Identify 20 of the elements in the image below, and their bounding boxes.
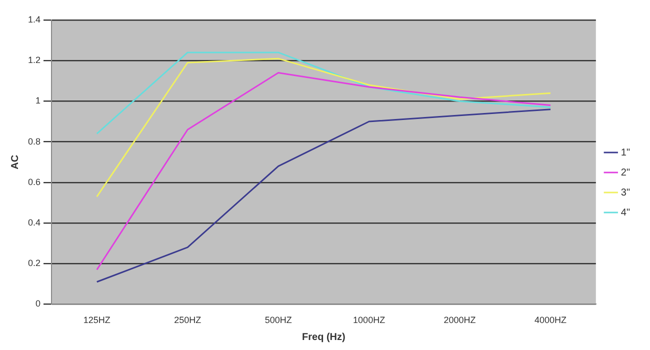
y-tick-label: 0.4	[28, 217, 41, 228]
x-tick-label: 500HZ	[264, 315, 292, 326]
y-tick-label: 1.4	[28, 14, 41, 24]
x-tick-label: 1000HZ	[353, 315, 386, 326]
legend-label: 2"	[620, 167, 630, 178]
y-axis-title: AC	[10, 154, 21, 170]
legend-label: 1"	[620, 147, 630, 158]
x-axis-title: Freq (Hz)	[302, 332, 346, 343]
y-tick-label: 0.8	[28, 136, 41, 146]
legend-label: 3"	[620, 187, 630, 198]
x-tick-label: 2000HZ	[444, 315, 476, 326]
x-tick-label: 4000HZ	[534, 315, 568, 326]
legend-label: 4"	[620, 207, 630, 218]
y-tick-label: 1.2	[28, 55, 41, 66]
y-tick-label: 0.6	[28, 176, 41, 187]
y-tick-label: 0.2	[28, 258, 41, 268]
x-tick-label: 125HZ	[83, 315, 111, 326]
y-tick-label: 1	[35, 96, 41, 106]
y-tick-label: 0	[35, 298, 41, 309]
x-tick-label: 250HZ	[174, 315, 202, 326]
